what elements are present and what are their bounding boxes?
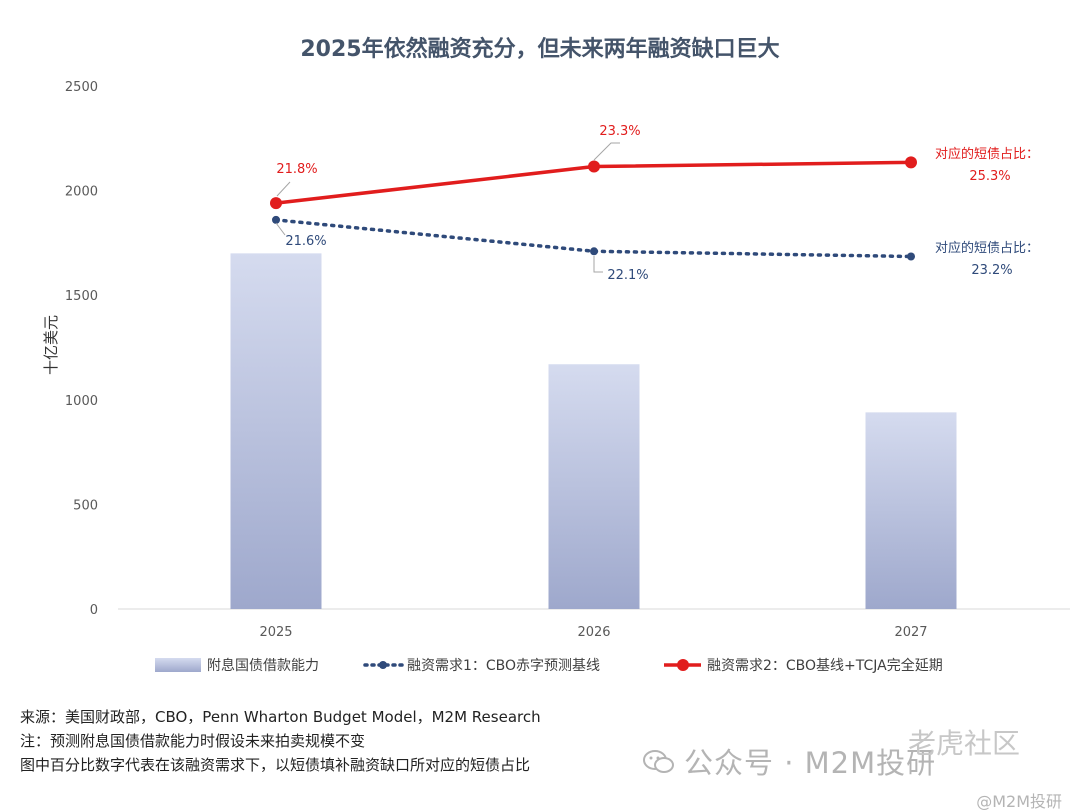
bar-2026 xyxy=(548,364,640,609)
x-tick-label: 2026 xyxy=(577,625,610,640)
legend-label-line2: 融资需求2：CBO基线+TCJA完全延期 xyxy=(707,657,943,674)
line-1-point-2027 xyxy=(907,252,915,261)
legend-label-bar: 附息国债借款能力 xyxy=(207,657,319,674)
data-label-s1-2027-title: 对应的短债占比： xyxy=(935,240,1039,256)
bar-2027 xyxy=(865,412,957,609)
line-2-point-2027 xyxy=(905,156,917,169)
chart-notes: 来源：美国财政部，CBO，Penn Wharton Budget Model，M… xyxy=(20,705,541,777)
y-tick-label: 500 xyxy=(73,498,98,513)
legend-bar-swatch xyxy=(155,658,201,672)
line-1-point-2026 xyxy=(590,247,598,256)
x-axis: 2025 2026 2027 xyxy=(118,608,1070,640)
data-label-s1-2025: 21.6% xyxy=(285,234,326,249)
y-axis: 0 500 1000 1500 2000 2500 xyxy=(65,80,98,618)
data-label-s1-2026: 22.1% xyxy=(607,268,648,283)
chart-title: 2025年依然融资充分，但未来两年融资缺口巨大 xyxy=(300,36,779,62)
x-tick-label: 2025 xyxy=(259,625,292,640)
bar-series xyxy=(230,253,957,610)
assumption-note: 注：预测附息国债借款能力时假设未来拍卖规模不变 xyxy=(20,732,366,750)
data-label-s2-2027-title: 对应的短债占比： xyxy=(935,146,1039,162)
line-series xyxy=(270,156,917,261)
y-tick-label: 1000 xyxy=(65,394,98,409)
leader-line xyxy=(276,181,291,197)
leader-line xyxy=(593,142,620,161)
leader-line xyxy=(275,222,286,236)
line-2-point-2025 xyxy=(270,197,282,210)
leader-line xyxy=(593,256,603,273)
data-label-s2-2026: 23.3% xyxy=(599,124,640,139)
data-labels: 21.8% 23.3% 对应的短债占比： 25.3% 21.6% 22.1% 对应的短债占比… xyxy=(275,124,1039,283)
legend: 附息国债借款能力 融资需求1：CBO赤字预测基线 融资需求2：CBO基线+TCJA完… xyxy=(155,657,943,674)
x-tick-label: 2027 xyxy=(894,625,927,640)
data-label-s2-2027-value: 25.3% xyxy=(969,169,1010,184)
y-tick-label: 2500 xyxy=(65,80,98,95)
source-note: 来源：美国财政部，CBO，Penn Wharton Budget Model，M… xyxy=(20,708,541,726)
y-axis-label: 十亿美元 xyxy=(42,315,60,375)
data-label-s2-2025: 21.8% xyxy=(276,162,317,177)
percentage-note: 图中百分比数字代表在该融资需求下，以短债填补融资缺口所对应的短债占比 xyxy=(20,756,531,774)
data-label-s1-2027-value: 23.2% xyxy=(971,263,1012,278)
y-tick-label: 0 xyxy=(90,603,98,618)
y-tick-label: 2000 xyxy=(65,185,98,200)
legend-line1-marker xyxy=(379,661,387,669)
legend-label-line1: 融资需求1：CBO赤字预测基线 xyxy=(407,657,600,674)
line-2-point-2026 xyxy=(588,160,600,173)
legend-line2-marker xyxy=(677,659,689,671)
y-tick-label: 1500 xyxy=(65,289,98,304)
bar-2025 xyxy=(230,253,322,610)
line-1-point-2025 xyxy=(272,215,280,224)
